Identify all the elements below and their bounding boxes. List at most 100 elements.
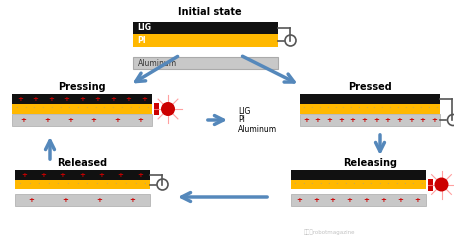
Text: +: + xyxy=(29,197,35,203)
Text: ·: · xyxy=(105,180,108,189)
Text: +: + xyxy=(419,117,425,123)
Text: ·: · xyxy=(310,180,313,189)
Text: +: + xyxy=(338,117,344,123)
Text: +: + xyxy=(303,117,309,123)
Text: ·: · xyxy=(47,180,49,189)
Text: ·: · xyxy=(334,105,336,113)
Text: +: + xyxy=(126,96,132,102)
Text: ·: · xyxy=(327,180,330,189)
Text: ·: · xyxy=(357,105,360,113)
Text: ·: · xyxy=(386,180,389,189)
Text: ·: · xyxy=(129,105,132,113)
Text: +: + xyxy=(96,197,102,203)
Text: ·: · xyxy=(143,180,146,189)
Text: ·: · xyxy=(411,180,414,189)
Text: ·: · xyxy=(403,180,406,189)
Text: +: + xyxy=(64,96,69,102)
Text: ·: · xyxy=(344,180,347,189)
Text: ·: · xyxy=(95,180,98,189)
Text: ·: · xyxy=(28,180,30,189)
Text: ·: · xyxy=(427,105,429,113)
Text: PI: PI xyxy=(138,36,146,45)
Text: +: + xyxy=(62,197,68,203)
Text: ·: · xyxy=(146,105,149,113)
Bar xyxy=(300,94,440,104)
Bar xyxy=(133,22,277,34)
Text: ·: · xyxy=(311,105,313,113)
Text: ·: · xyxy=(361,180,364,189)
Circle shape xyxy=(434,177,449,191)
Bar xyxy=(291,180,425,189)
Text: +: + xyxy=(130,197,136,203)
Text: ·: · xyxy=(378,180,380,189)
Text: Releasing: Releasing xyxy=(343,158,397,168)
Text: +: + xyxy=(313,197,319,203)
Bar xyxy=(291,170,425,180)
Text: LIG: LIG xyxy=(238,106,250,115)
Text: +: + xyxy=(21,172,27,178)
Text: +: + xyxy=(380,197,386,203)
Text: ·: · xyxy=(373,105,375,113)
Text: ·: · xyxy=(395,180,397,189)
Text: ·: · xyxy=(57,180,59,189)
Bar xyxy=(15,194,149,206)
Text: +: + xyxy=(326,117,332,123)
Text: +: + xyxy=(141,96,147,102)
Text: +: + xyxy=(91,117,97,123)
Text: ·: · xyxy=(419,105,422,113)
Text: Pressed: Pressed xyxy=(348,82,392,92)
Text: ·: · xyxy=(15,105,18,113)
Text: +: + xyxy=(330,197,336,203)
Text: ·: · xyxy=(420,180,423,189)
Text: +: + xyxy=(40,172,46,178)
Text: +: + xyxy=(385,117,390,123)
Text: +: + xyxy=(315,117,321,123)
Text: +: + xyxy=(110,96,116,102)
Text: ·: · xyxy=(66,180,69,189)
Text: Aluminum: Aluminum xyxy=(238,124,277,134)
Text: +: + xyxy=(361,117,367,123)
Text: ·: · xyxy=(341,105,344,113)
Text: +: + xyxy=(32,96,38,102)
Circle shape xyxy=(161,102,175,116)
Text: +: + xyxy=(396,117,402,123)
Text: +: + xyxy=(21,117,27,123)
Text: Aluminum: Aluminum xyxy=(138,59,177,68)
Bar xyxy=(428,179,433,190)
Text: ·: · xyxy=(319,180,321,189)
Text: ·: · xyxy=(380,105,383,113)
Bar xyxy=(15,180,149,189)
Text: +: + xyxy=(364,197,370,203)
Text: +: + xyxy=(48,96,54,102)
Text: ·: · xyxy=(76,105,79,113)
Text: ·: · xyxy=(68,105,70,113)
Text: Initial state: Initial state xyxy=(178,7,242,17)
Text: ·: · xyxy=(404,105,406,113)
Text: ·: · xyxy=(37,180,40,189)
Text: ·: · xyxy=(18,180,20,189)
Bar xyxy=(300,104,440,114)
Bar xyxy=(291,194,425,206)
Text: +: + xyxy=(94,96,100,102)
Text: ·: · xyxy=(411,105,414,113)
Text: ·: · xyxy=(103,105,105,113)
Text: ·: · xyxy=(24,105,26,113)
Text: ·: · xyxy=(302,180,305,189)
Bar xyxy=(12,104,152,114)
Text: ·: · xyxy=(318,105,321,113)
Text: 微信号robotmagazine: 微信号robotmagazine xyxy=(304,229,356,235)
Text: +: + xyxy=(373,117,379,123)
Text: ·: · xyxy=(114,180,117,189)
Text: ·: · xyxy=(111,105,114,113)
Bar xyxy=(300,114,440,126)
Text: ·: · xyxy=(302,105,305,113)
Text: +: + xyxy=(350,117,355,123)
Bar xyxy=(154,103,159,115)
Text: ·: · xyxy=(85,180,88,189)
Text: ·: · xyxy=(94,105,96,113)
Bar xyxy=(12,94,152,104)
Text: +: + xyxy=(114,117,120,123)
Text: +: + xyxy=(408,117,414,123)
Text: ·: · xyxy=(396,105,399,113)
Text: +: + xyxy=(138,117,143,123)
